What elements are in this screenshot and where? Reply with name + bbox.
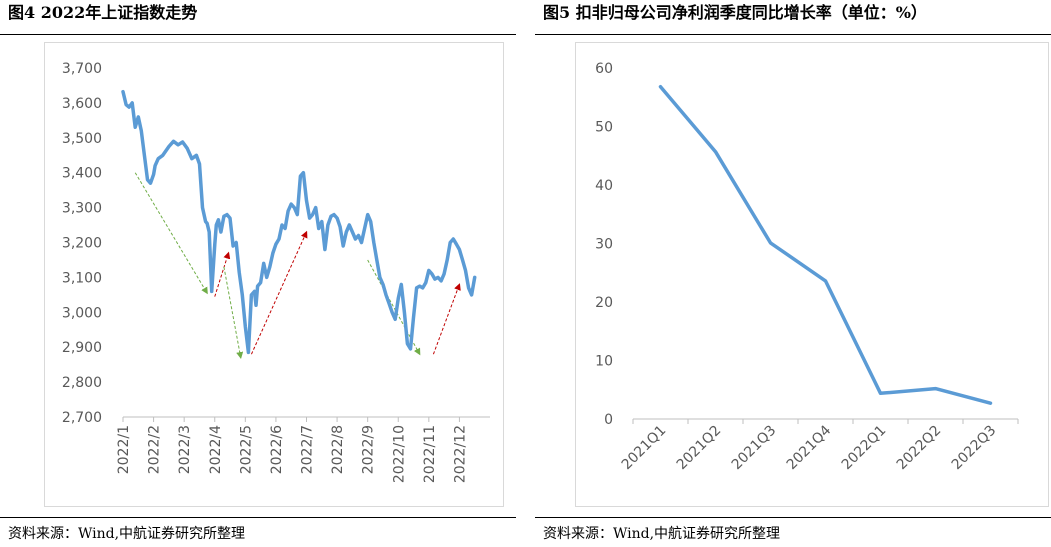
x-tick-label: 2022Q1 <box>839 423 890 474</box>
x-tick-label: 2022/4 <box>208 425 224 474</box>
left-panel: 图4 2022年上证指数走势 2,700 2,800 2,900 3,000 3,100… <box>0 0 516 547</box>
left-chart-title: 图4 2022年上证指数走势 <box>8 3 198 22</box>
y-tick-label: 3,200 <box>62 236 102 252</box>
index-series-line <box>121 89 477 355</box>
y-tick-label: 2,700 <box>62 410 102 426</box>
right-source-rule <box>535 517 1051 518</box>
y-tick-label: 50 <box>595 120 613 136</box>
y-tick-label: 3,000 <box>62 305 102 321</box>
left-source-rule <box>0 517 516 518</box>
x-tick-label: 2022/11 <box>422 425 438 483</box>
y-tick-label: 3,400 <box>62 166 102 182</box>
left-source-note: 资料来源：Wind,中航证券研究所整理 <box>8 526 246 542</box>
y-tick-label: 30 <box>595 237 613 253</box>
x-tick-label: 2021Q3 <box>729 423 780 474</box>
x-tick-label: 2022/3 <box>177 425 193 474</box>
x-tick-label: 2022/7 <box>300 425 316 474</box>
up-trend-arrow <box>250 230 308 355</box>
y-tick-label: 2,800 <box>62 375 102 391</box>
x-tick-label: 2022/2 <box>147 425 163 474</box>
y-tick-label: 3,500 <box>62 131 102 147</box>
left-title-rule <box>0 34 516 35</box>
x-tick-label: 2021Q1 <box>619 423 670 474</box>
x-tick-label: 2022Q3 <box>949 423 1000 474</box>
y-tick-label: 10 <box>595 354 613 370</box>
right-title-rule <box>535 34 1051 35</box>
x-tick-label: 2022/1 <box>116 425 132 474</box>
up-trend-arrow <box>432 283 461 355</box>
x-tick-label: 2022/12 <box>452 425 468 483</box>
left-chart-frame <box>44 42 504 507</box>
y-tick-label: 3,600 <box>62 96 102 112</box>
down-trend-arrow <box>367 259 421 356</box>
y-tick-label: 3,700 <box>62 61 102 77</box>
x-tick-label: 2021Q2 <box>674 423 725 474</box>
y-tick-label: 20 <box>595 295 613 311</box>
right-chart-title: 图5 扣非归母公司净利润季度同比增长率（单位：%） <box>543 3 927 22</box>
growth-series-line <box>658 84 993 405</box>
y-tick-label: 40 <box>595 178 613 194</box>
x-tick-label: 2021Q4 <box>784 422 835 473</box>
y-tick-label: 0 <box>604 412 613 428</box>
x-tick-label: 2022Q2 <box>894 423 945 474</box>
up-trend-arrow <box>214 251 231 297</box>
right-panel: 图5 扣非归母公司净利润季度同比增长率（单位：%） 0 10 20 30 40 50 60 2… <box>535 0 1051 547</box>
right-source-note: 资料来源：Wind,中航证券研究所整理 <box>543 526 781 542</box>
x-tick-label: 2022/6 <box>269 425 285 474</box>
shanghai-index-chart: 2,700 2,800 2,900 3,000 3,100 3,200 3,300 3,400… <box>62 61 490 483</box>
y-tick-label: 60 <box>595 61 613 77</box>
y-tick-label: 3,100 <box>62 270 102 286</box>
x-tick-label: 2022/10 <box>391 425 407 483</box>
down-trend-arrow <box>134 172 208 295</box>
x-tick-label: 2022/8 <box>330 425 346 474</box>
y-tick-label: 2,900 <box>62 340 102 356</box>
x-tick-label: 2022/9 <box>361 425 377 474</box>
right-chart-frame <box>575 42 1049 507</box>
x-tick-label: 2022/5 <box>238 425 254 474</box>
down-trend-arrow <box>223 266 244 360</box>
y-tick-label: 3,300 <box>62 201 102 217</box>
